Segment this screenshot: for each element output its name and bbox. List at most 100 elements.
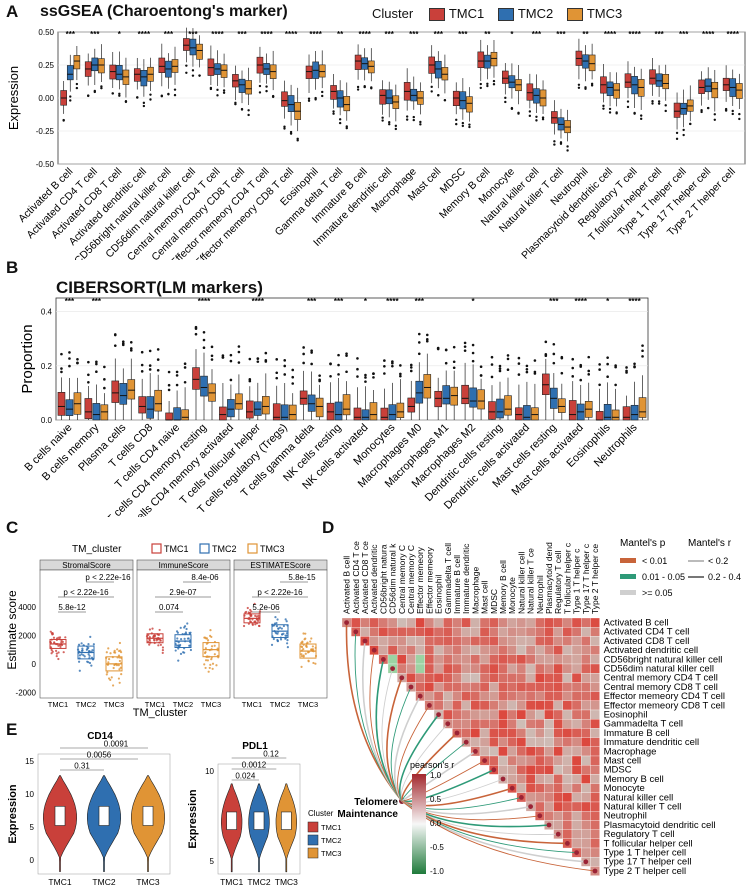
heatmap-cell <box>452 709 462 720</box>
heatmap-cell <box>544 645 554 655</box>
significance-label: **** <box>358 30 371 39</box>
heatmap-cell <box>507 691 517 701</box>
heatmap-cell <box>544 617 554 628</box>
outlier-point <box>443 98 447 102</box>
heatmap-cell <box>498 691 508 701</box>
outlier-point <box>463 341 467 345</box>
outlier-point <box>641 355 644 358</box>
heatmap-cell <box>406 663 416 674</box>
data-point <box>189 648 193 652</box>
outlier-point <box>216 88 219 92</box>
heatmap-cell <box>553 627 563 637</box>
data-point <box>314 662 317 665</box>
outlier-point <box>598 383 601 387</box>
outlier-point <box>329 362 332 366</box>
data-point <box>249 620 252 623</box>
mantel-edge <box>401 769 495 803</box>
p-value-label: p < 2.22e-16 <box>63 588 109 597</box>
outlier-point <box>337 353 340 357</box>
data-point <box>203 636 206 639</box>
data-point <box>105 651 108 654</box>
heatmap-cell <box>507 682 517 692</box>
data-point <box>213 644 216 647</box>
facet-title: ESTIMATEScore <box>250 561 311 570</box>
outlier-point <box>149 93 152 96</box>
box-tmc2 <box>91 57 99 72</box>
p-value-label: 0.12 <box>263 750 279 759</box>
significance-label: **** <box>285 30 298 39</box>
heatmap-cell <box>590 617 600 628</box>
heatmap-cell <box>562 627 573 637</box>
data-point <box>278 626 282 629</box>
outlier-point <box>544 354 548 357</box>
outlier-point <box>579 378 583 382</box>
data-point <box>274 616 277 619</box>
outlier-point <box>738 117 741 121</box>
heatmap-cell <box>525 627 536 637</box>
box-tmc1 <box>246 400 254 419</box>
p-value-label: 2.9e-07 <box>169 588 197 597</box>
heatmap-cell <box>489 719 499 729</box>
heatmap-cell <box>590 820 600 830</box>
box-tmc3 <box>588 54 596 72</box>
outlier-point <box>291 375 295 379</box>
heatmap-cell <box>433 636 444 646</box>
heatmap-cell <box>443 691 453 701</box>
outlier-point <box>682 128 685 132</box>
outlier-point <box>370 87 373 90</box>
outlier-point <box>577 83 581 86</box>
heatmap-cell <box>571 700 582 711</box>
outlier-point <box>198 74 201 77</box>
heatmap-cell <box>443 700 453 711</box>
heatmap-cell <box>479 746 490 757</box>
box-tmc2 <box>334 401 343 421</box>
heatmap-cell <box>489 627 499 637</box>
p-value-label: 0.0012 <box>242 761 267 770</box>
p-value-label: 0.0091 <box>104 740 129 749</box>
heatmap-cell <box>415 663 425 674</box>
outlier-point <box>492 83 496 86</box>
outlier-point <box>194 325 198 329</box>
heatmap-cell <box>553 636 563 646</box>
heatmap-cell <box>581 737 591 747</box>
data-point <box>277 627 280 630</box>
data-point <box>304 652 307 655</box>
significance-label: *** <box>237 30 247 39</box>
data-point <box>49 630 52 633</box>
heatmap-cell <box>590 673 600 683</box>
heatmap-cell <box>553 700 563 711</box>
column-label: Activated dendritic <box>369 544 379 614</box>
legend-label-tmc2: TMC2 <box>212 544 237 554</box>
heatmap-cell <box>516 719 527 729</box>
data-point <box>109 652 112 655</box>
heatmap-cell <box>544 636 554 646</box>
row-label: Type 2 T helper cell <box>604 866 687 877</box>
heatmap-cell <box>571 673 582 683</box>
data-point <box>119 666 122 669</box>
heatmap-cell <box>581 700 591 711</box>
heatmap-cell <box>489 617 499 628</box>
heatmap-cell <box>581 654 591 665</box>
outlier-point <box>247 113 250 117</box>
significance-label: **** <box>138 30 151 39</box>
data-point <box>242 624 246 628</box>
data-point <box>300 655 304 658</box>
heatmap-cell <box>562 728 573 738</box>
outlier-point <box>372 372 375 375</box>
legend-swatch-tmc1 <box>151 543 162 554</box>
significance-label: ** <box>337 30 344 39</box>
row-label: CD56bright natural killer cell <box>604 654 723 665</box>
edge-endpoint <box>592 868 598 874</box>
box-tmc2 <box>146 396 154 419</box>
outlier-point <box>626 100 630 103</box>
heatmap-cell <box>562 719 573 729</box>
y-tick-label: 0.00 <box>38 94 54 103</box>
heatmap-cell <box>590 774 600 784</box>
panel-e-chart: CD14 15 10 5 0 Expression TMC1 TMC2 TMC3 0.0091 0.… <box>7 731 341 887</box>
column-label: Mast cell <box>480 580 490 614</box>
box-tmc2 <box>280 404 289 421</box>
data-point <box>108 657 111 661</box>
panel-a-chart: 0.500.250.00-0.25-0.50Expression***Activ… <box>6 27 746 260</box>
box-tmc3 <box>342 394 351 416</box>
heatmap-cell <box>415 673 425 683</box>
